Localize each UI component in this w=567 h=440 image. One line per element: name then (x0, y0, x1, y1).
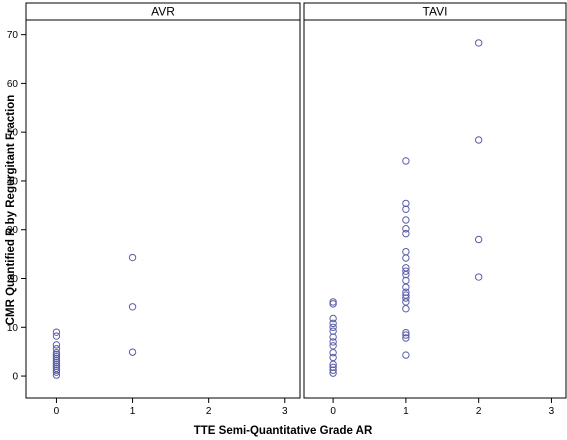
panel-title-avr: AVR (151, 5, 175, 19)
data-point-tavi (402, 283, 410, 291)
x-axis-tavi: 0 1 2 3 (330, 398, 555, 417)
data-point-tavi (329, 333, 337, 341)
data-point-tavi (402, 157, 410, 165)
plot-area-avr (25, 19, 301, 399)
data-point-avr (52, 332, 61, 340)
y-tick-label: 30 (7, 225, 19, 236)
data-point-avr (52, 328, 61, 336)
data-point-tavi (329, 369, 337, 377)
y-tick-label: 60 (7, 79, 19, 90)
data-point-tavi (402, 205, 410, 213)
data-point-avr (52, 356, 61, 365)
data-point-tavi (402, 276, 410, 285)
data-point-avr (52, 348, 61, 357)
y-axis-title: CMR Quantified R by Regurgitant Fraction (5, 95, 17, 326)
panel-title-tavi: TAVI (423, 5, 448, 19)
data-point-avr (128, 348, 137, 356)
y-tick-label: 40 (7, 176, 19, 187)
data-point-tavi (402, 328, 410, 337)
x-tick-label: 2 (206, 406, 212, 417)
data-point-tavi (402, 351, 410, 359)
data-point-avr (52, 360, 61, 369)
y-tick-label: 50 (7, 128, 19, 139)
y-tick-label: 10 (7, 323, 19, 334)
data-point-avr (52, 366, 61, 374)
data-point-avr (52, 364, 61, 372)
data-point-tavi (402, 229, 410, 238)
data-point-tavi (329, 300, 337, 308)
data-point-tavi (402, 247, 410, 256)
data-point-tavi (329, 327, 337, 335)
data-point-tavi (474, 39, 483, 47)
x-tick-label: 0 (54, 406, 60, 417)
points-tavi (329, 39, 483, 377)
x-axis-title: TTE Semi-Quantitative Grade AR (194, 425, 373, 437)
x-tick-label: 3 (282, 406, 288, 417)
x-tick-label: 2 (476, 406, 482, 417)
plot-area-tavi (303, 19, 567, 399)
x-tick-label: 0 (330, 406, 336, 417)
data-point-tavi (402, 291, 410, 299)
data-point-tavi (329, 366, 337, 374)
data-point-tavi (402, 254, 410, 262)
data-point-tavi (402, 331, 410, 339)
data-point-tavi (474, 273, 483, 281)
data-point-avr (52, 362, 61, 370)
data-point-tavi (402, 288, 410, 296)
data-point-tavi (329, 338, 337, 346)
data-point-tavi (329, 298, 337, 306)
data-point-tavi (402, 225, 410, 233)
points-avr (52, 253, 137, 379)
data-point-tavi (329, 314, 337, 323)
data-point-tavi (402, 216, 410, 224)
data-point-avr (52, 352, 61, 361)
data-point-tavi (474, 136, 483, 144)
data-point-tavi (402, 294, 410, 302)
data-point-avr (52, 341, 61, 349)
data-point-tavi (402, 267, 410, 275)
data-point-tavi (474, 235, 483, 244)
data-point-avr (52, 345, 61, 353)
y-tick-label: 70 (7, 30, 19, 41)
data-point-tavi (329, 323, 337, 331)
y-axis: 0 10 20 30 40 50 60 70 (7, 30, 26, 383)
data-point-tavi (329, 348, 337, 357)
data-point-tavi (402, 264, 410, 272)
data-point-tavi (402, 334, 410, 342)
y-tick-label: 0 (12, 372, 18, 383)
data-point-avr (128, 253, 137, 262)
data-point-avr (52, 368, 61, 376)
data-point-tavi (329, 319, 337, 328)
data-point-avr (52, 354, 61, 363)
x-axis-avr: 0 1 2 3 (54, 398, 288, 417)
x-tick-label: 1 (403, 406, 409, 417)
data-point-avr (128, 303, 137, 311)
y-tick-label: 20 (7, 274, 19, 285)
x-tick-label: 3 (549, 406, 555, 417)
data-point-tavi (402, 199, 410, 208)
data-point-avr (52, 350, 61, 359)
data-point-tavi (329, 342, 337, 350)
data-point-avr (52, 358, 61, 367)
x-tick-label: 1 (130, 406, 136, 417)
data-point-tavi (402, 305, 410, 313)
data-point-tavi (329, 353, 337, 362)
data-point-tavi (329, 363, 337, 371)
